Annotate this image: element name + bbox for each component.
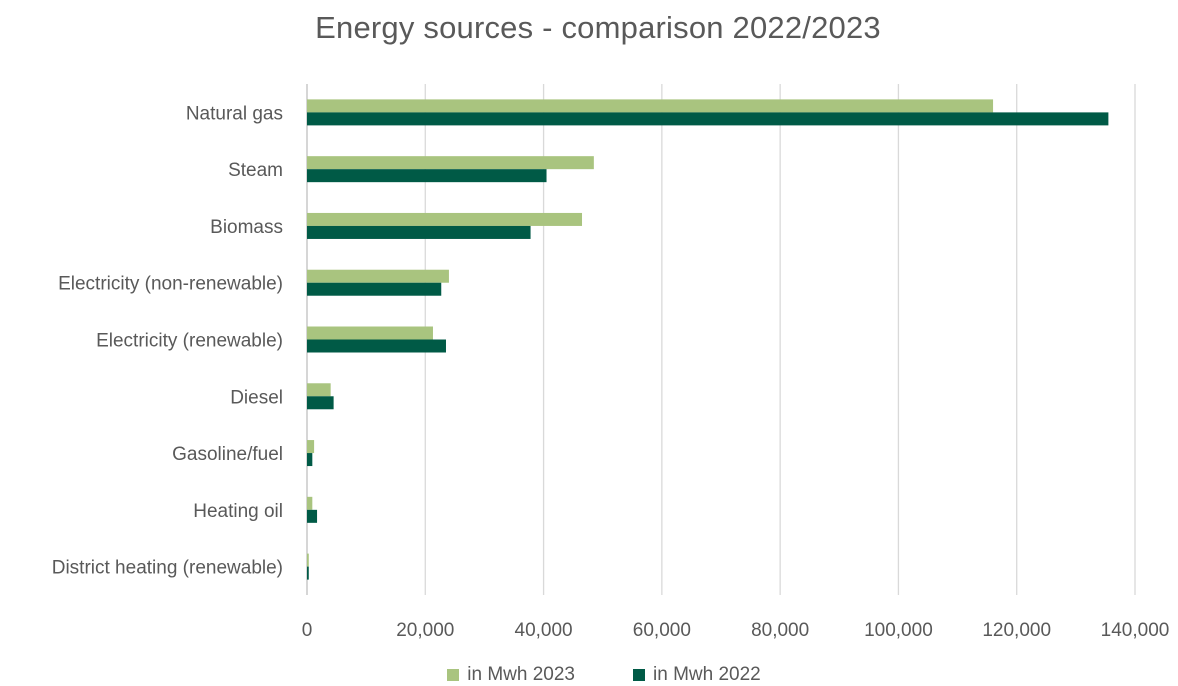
category-label-8: District heating (renewable)	[52, 558, 283, 579]
bar-2023-0	[307, 99, 994, 113]
bar-2022-7	[307, 509, 318, 523]
x-tick-label-2: 40,000	[515, 620, 573, 641]
bar-2023-8	[307, 553, 309, 567]
bar-2023-1	[307, 156, 594, 170]
category-label-5: Diesel	[230, 387, 283, 408]
category-label-7: Heating oil	[193, 501, 283, 522]
bar-2022-2	[307, 225, 531, 239]
bar-2023-5	[307, 383, 331, 397]
bar-2022-3	[307, 282, 442, 296]
category-label-4: Electricity (renewable)	[96, 331, 283, 352]
category-label-3: Electricity (non-renewable)	[58, 274, 283, 295]
legend-item-2023: in Mwh 2023	[447, 664, 575, 686]
bar-2022-4	[307, 339, 446, 353]
category-label-6: Gasoline/fuel	[172, 444, 283, 465]
chart-legend: in Mwh 2023 in Mwh 2022	[0, 664, 1178, 686]
category-label-1: Steam	[228, 160, 283, 181]
bar-2023-3	[307, 269, 449, 283]
x-tick-label-0: 0	[302, 620, 313, 641]
chart-title: Energy sources - comparison 2022/2023	[315, 10, 881, 45]
category-label-0: Natural gas	[186, 103, 283, 124]
bar-2022-5	[307, 396, 334, 410]
category-label-2: Biomass	[210, 217, 283, 238]
bar-2023-7	[307, 496, 313, 510]
bar-2023-2	[307, 212, 583, 226]
x-tick-label-6: 120,000	[982, 620, 1051, 641]
bar-2022-1	[307, 169, 547, 183]
x-tick-label-5: 100,000	[864, 620, 933, 641]
x-tick-label-3: 60,000	[633, 620, 691, 641]
bar-2023-4	[307, 326, 433, 340]
bar-2022-6	[307, 453, 313, 467]
legend-label-2022: in Mwh 2022	[653, 664, 761, 685]
legend-swatch-2023	[447, 669, 460, 681]
bar-2022-0	[307, 112, 1109, 126]
x-tick-label-7: 140,000	[1101, 620, 1170, 641]
legend-swatch-2022	[633, 669, 645, 681]
bar-2022-8	[307, 566, 309, 580]
legend-label-2023: in Mwh 2023	[467, 664, 575, 685]
x-tick-label-4: 80,000	[751, 620, 809, 641]
legend-item-2022: in Mwh 2022	[633, 664, 761, 686]
x-tick-label-1: 20,000	[396, 620, 454, 641]
bar-2023-6	[307, 440, 315, 454]
